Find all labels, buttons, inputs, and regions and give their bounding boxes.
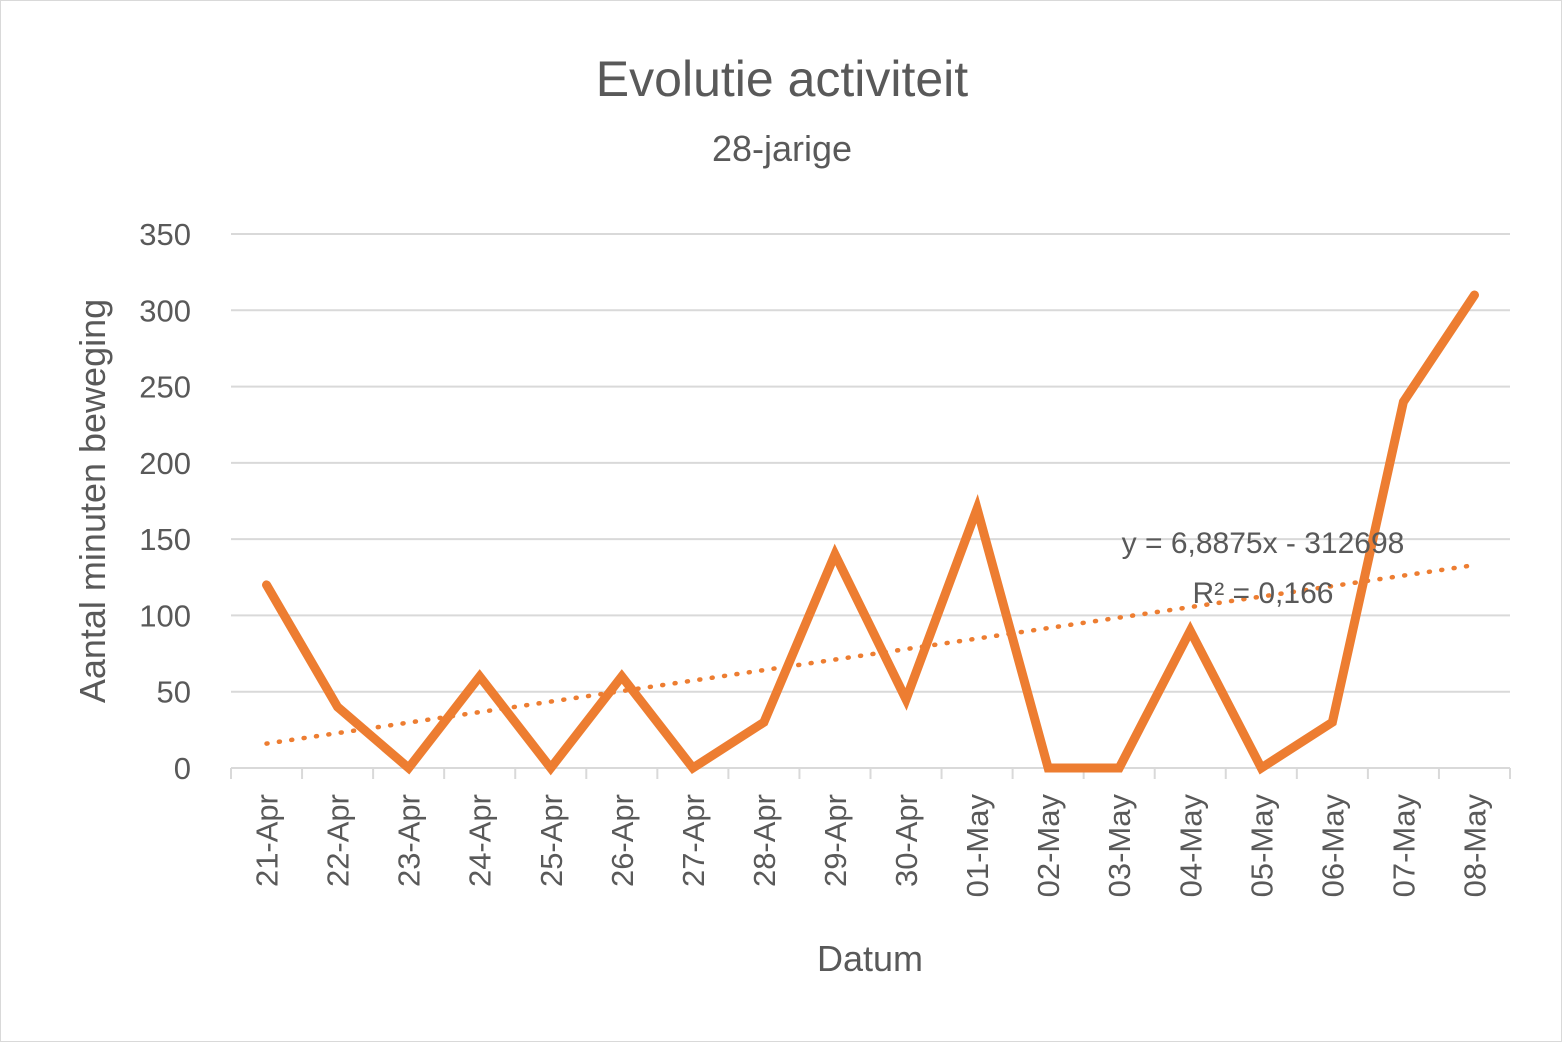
x-axis-tick-labels: 21-Apr 22-Apr 23-Apr 24-Apr 25-Apr 26-Apr 27-A… [250,794,1493,898]
x-tick-label-06-May: 06-May [1315,794,1350,898]
trendline-equation: y = 6,8875x - 312698 [1122,527,1405,560]
x-tick-label-30-Apr: 30-Apr [889,794,924,887]
trendline-r-squared: R² = 0,166 [1193,577,1334,610]
trendline-layer [264,562,1477,746]
y-tick-label-200: 200 [139,446,191,481]
y-tick-label-100: 100 [139,598,191,633]
y-axis-title: Aantal minuten beweging [72,299,113,703]
chart-subtitle: 28-jarige [712,128,852,169]
series-line-0 [262,290,1479,776]
y-tick-label-50: 50 [157,675,191,710]
y-tick-label-250: 250 [139,370,191,405]
y-tick-label-350: 350 [139,217,191,252]
x-tick-label-28-Apr: 28-Apr [747,794,782,887]
trendline [264,562,1477,746]
x-tick-label-23-Apr: 23-Apr [392,794,427,887]
chart-title: Evolutie activiteit [596,51,968,107]
x-tick-label-26-Apr: 26-Apr [605,794,640,887]
y-axis-tick-labels: 0 50 100 150 200 250 300 350 [139,217,191,786]
x-tick-label-29-Apr: 29-Apr [818,794,853,887]
x-tick-label-27-Apr: 27-Apr [676,794,711,887]
x-axis [230,767,1511,779]
x-tick-label-03-May: 03-May [1102,794,1137,898]
x-tick-label-08-May: 08-May [1457,794,1492,898]
gridlines [231,233,1510,693]
y-tick-label-300: 300 [139,293,191,328]
x-tick-label-22-Apr: 22-Apr [321,794,356,887]
x-tick-label-21-Apr: 21-Apr [250,794,285,887]
series-layer [262,290,1479,776]
x-tick-label-07-May: 07-May [1386,794,1421,898]
x-tick-label-04-May: 04-May [1173,794,1208,898]
x-tick-label-01-May: 01-May [960,794,995,898]
x-tick-label-24-Apr: 24-Apr [463,794,498,887]
x-tick-label-25-Apr: 25-Apr [534,794,569,887]
x-axis-title: Datum [817,938,923,979]
y-tick-label-0: 0 [174,751,191,786]
x-tick-label-02-May: 02-May [1031,794,1066,898]
x-tick-label-05-May: 05-May [1244,794,1279,898]
y-tick-label-150: 150 [139,522,191,557]
